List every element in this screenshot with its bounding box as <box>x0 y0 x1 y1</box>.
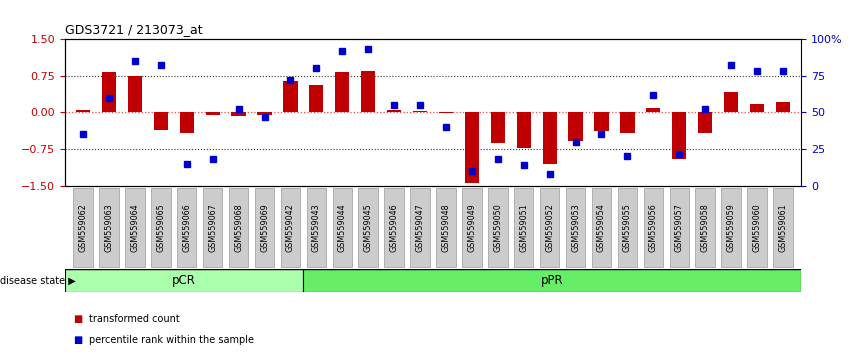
Bar <box>646 108 661 113</box>
FancyBboxPatch shape <box>152 188 171 267</box>
FancyBboxPatch shape <box>203 188 223 267</box>
FancyBboxPatch shape <box>74 188 93 267</box>
FancyBboxPatch shape <box>126 188 145 267</box>
FancyBboxPatch shape <box>669 188 689 267</box>
FancyBboxPatch shape <box>436 188 456 267</box>
FancyBboxPatch shape <box>695 188 714 267</box>
Text: GSM559051: GSM559051 <box>520 203 528 252</box>
Bar <box>491 113 505 143</box>
Text: ■: ■ <box>74 314 83 324</box>
FancyBboxPatch shape <box>514 188 533 267</box>
FancyBboxPatch shape <box>255 188 275 267</box>
Text: GSM559050: GSM559050 <box>494 203 502 252</box>
Text: GSM559046: GSM559046 <box>390 203 398 252</box>
Text: GSM559059: GSM559059 <box>727 203 735 252</box>
Bar <box>205 113 220 115</box>
Bar <box>465 113 479 183</box>
Bar <box>361 71 375 113</box>
FancyBboxPatch shape <box>540 188 559 267</box>
Bar <box>413 112 427 113</box>
Text: GSM559042: GSM559042 <box>286 203 295 252</box>
FancyBboxPatch shape <box>591 188 611 267</box>
Text: GSM559064: GSM559064 <box>131 203 139 252</box>
FancyBboxPatch shape <box>229 188 249 267</box>
FancyBboxPatch shape <box>385 188 404 267</box>
FancyBboxPatch shape <box>617 188 637 267</box>
Text: transformed count: transformed count <box>89 314 180 324</box>
Text: pPR: pPR <box>541 274 564 287</box>
Text: ■: ■ <box>74 335 83 345</box>
Text: GSM559062: GSM559062 <box>79 203 87 252</box>
Bar <box>309 85 324 113</box>
Bar <box>283 81 298 113</box>
Bar <box>517 113 531 148</box>
Text: GSM559045: GSM559045 <box>364 203 372 252</box>
Text: GSM559054: GSM559054 <box>597 203 606 252</box>
Bar <box>776 102 790 113</box>
Text: GSM559044: GSM559044 <box>338 203 346 252</box>
Bar <box>335 72 349 113</box>
Text: GSM559069: GSM559069 <box>260 203 269 252</box>
FancyBboxPatch shape <box>488 188 507 267</box>
Bar <box>231 113 246 116</box>
Text: disease state ▶: disease state ▶ <box>0 275 75 286</box>
Bar <box>154 113 168 130</box>
FancyBboxPatch shape <box>177 188 197 267</box>
Bar <box>620 113 635 133</box>
Text: GSM559048: GSM559048 <box>442 203 450 252</box>
FancyBboxPatch shape <box>565 188 585 267</box>
Bar <box>65 269 303 292</box>
Text: GSM559047: GSM559047 <box>416 203 424 252</box>
FancyBboxPatch shape <box>773 188 792 267</box>
Bar <box>387 110 401 113</box>
FancyBboxPatch shape <box>643 188 663 267</box>
Text: GSM559055: GSM559055 <box>623 203 632 252</box>
Bar <box>542 113 557 164</box>
Bar <box>594 113 609 131</box>
Text: GSM559068: GSM559068 <box>234 203 243 252</box>
Text: GSM559058: GSM559058 <box>701 203 709 252</box>
Text: percentile rank within the sample: percentile rank within the sample <box>89 335 255 345</box>
FancyBboxPatch shape <box>100 188 119 267</box>
Bar <box>672 113 687 159</box>
Bar <box>750 104 764 113</box>
FancyBboxPatch shape <box>462 188 481 267</box>
Text: GDS3721 / 213073_at: GDS3721 / 213073_at <box>65 23 203 36</box>
FancyBboxPatch shape <box>410 188 430 267</box>
Text: GSM559049: GSM559049 <box>468 203 476 252</box>
Text: GSM559043: GSM559043 <box>312 203 321 252</box>
Bar <box>128 76 142 113</box>
Text: GSM559067: GSM559067 <box>208 203 217 252</box>
FancyBboxPatch shape <box>333 188 352 267</box>
FancyBboxPatch shape <box>281 188 301 267</box>
FancyBboxPatch shape <box>721 188 740 267</box>
Text: GSM559056: GSM559056 <box>649 203 658 252</box>
FancyBboxPatch shape <box>747 188 766 267</box>
Text: GSM559061: GSM559061 <box>779 203 787 252</box>
Bar <box>257 113 272 115</box>
Bar <box>102 72 116 113</box>
Bar <box>76 110 90 113</box>
FancyBboxPatch shape <box>307 188 326 267</box>
Bar <box>179 113 194 133</box>
Text: pCR: pCR <box>172 274 196 287</box>
Text: GSM559063: GSM559063 <box>105 203 113 252</box>
FancyBboxPatch shape <box>359 188 378 267</box>
Text: GSM559060: GSM559060 <box>753 203 761 252</box>
Text: GSM559065: GSM559065 <box>157 203 165 252</box>
Text: GSM559052: GSM559052 <box>545 203 554 252</box>
Bar <box>303 269 801 292</box>
Bar <box>724 92 738 113</box>
Text: GSM559066: GSM559066 <box>182 203 191 252</box>
Text: GSM559057: GSM559057 <box>675 203 684 252</box>
Bar <box>698 113 712 133</box>
Text: GSM559053: GSM559053 <box>571 203 580 252</box>
Bar <box>568 113 583 141</box>
